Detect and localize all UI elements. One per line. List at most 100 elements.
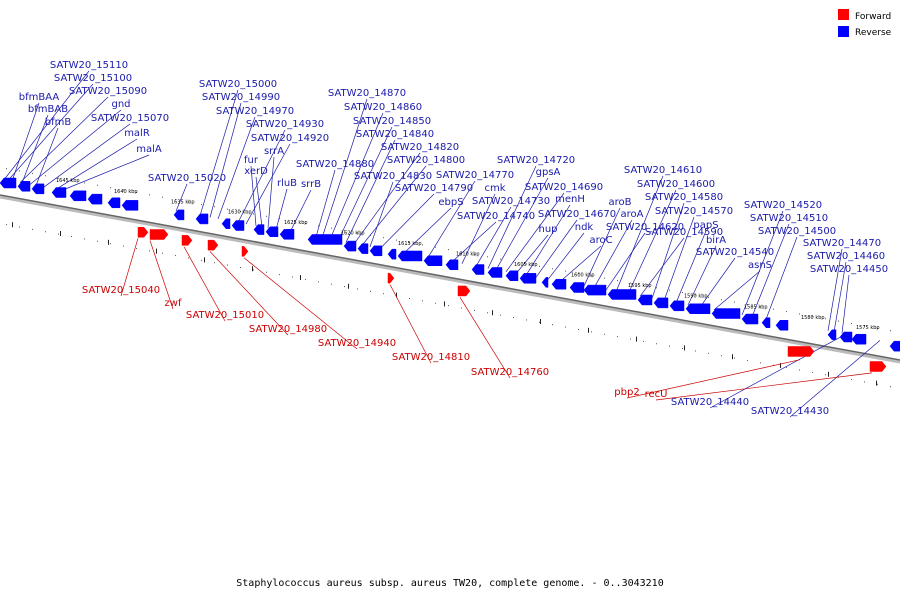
gene-arrow[interactable] <box>653 297 669 309</box>
gene-arrow[interactable] <box>181 235 193 246</box>
gene-arrow[interactable] <box>265 226 279 238</box>
gene-label[interactable]: srrA <box>264 146 284 157</box>
gene-label[interactable]: SATW20_14930 <box>246 119 324 130</box>
gene-label[interactable]: SATW20_14990 <box>202 92 280 103</box>
gene-arrow[interactable] <box>851 333 867 345</box>
gene-label[interactable]: aroA <box>621 209 644 220</box>
gene-label[interactable]: hup <box>538 224 557 235</box>
gene-arrow[interactable] <box>637 294 653 306</box>
gene-label[interactable]: SATW20_14820 <box>381 142 459 153</box>
gene-arrow[interactable] <box>519 273 537 284</box>
gene-label[interactable]: SATW20_14720 <box>497 155 575 166</box>
gene-label[interactable]: SATW20_14840 <box>356 129 434 140</box>
gene-label[interactable]: SATW20_14880 <box>296 159 374 170</box>
gene-arrow[interactable] <box>787 346 815 357</box>
gene-arrow[interactable] <box>775 320 789 331</box>
gene-label[interactable]: asnS <box>748 260 772 271</box>
gene-arrow[interactable] <box>195 213 209 225</box>
gene-arrow[interactable] <box>761 317 771 328</box>
gene-label[interactable]: recU <box>645 389 668 400</box>
gene-label[interactable]: SATW20_15020 <box>148 173 226 184</box>
gene-label[interactable]: malR <box>124 128 150 139</box>
gene-label[interactable]: ebpS <box>438 197 463 208</box>
gene-arrow[interactable] <box>137 227 149 238</box>
gene-arrow[interactable] <box>487 267 503 278</box>
gene-arrow[interactable] <box>423 255 443 266</box>
gene-arrow[interactable] <box>685 303 711 315</box>
gene-arrow[interactable] <box>445 259 459 271</box>
gene-arrow[interactable] <box>397 250 423 262</box>
gene-label[interactable]: SATW20_14850 <box>353 116 431 127</box>
gene-arrow[interactable] <box>839 331 853 343</box>
gene-label[interactable]: SATW20_14460 <box>807 251 885 262</box>
gene-label[interactable]: aroC <box>589 235 612 246</box>
gene-label[interactable]: SATW20_14730 <box>472 196 550 207</box>
gene-label[interactable]: SATW20_14510 <box>750 213 828 224</box>
gene-label[interactable]: SATW20_15100 <box>54 73 132 84</box>
gene-label[interactable]: SATW20_14970 <box>216 106 294 117</box>
gene-arrow[interactable] <box>253 224 265 235</box>
gene-label[interactable]: menH <box>555 194 585 205</box>
gene-label[interactable]: SATW20_14520 <box>744 200 822 211</box>
gene-label[interactable]: SATW20_14580 <box>645 192 723 203</box>
gene-label[interactable]: SATW20_14570 <box>655 206 733 217</box>
gene-label[interactable]: SATW20_14860 <box>344 102 422 113</box>
gene-arrow[interactable] <box>307 234 343 245</box>
gene-label[interactable]: SATW20_14790 <box>395 183 473 194</box>
gene-arrow[interactable] <box>107 197 121 209</box>
gene-label[interactable]: SATW20_14450 <box>810 264 888 275</box>
gene-label[interactable]: SATW20_14810 <box>392 352 470 363</box>
gene-arrow[interactable] <box>31 183 45 195</box>
gene-label[interactable]: papS <box>693 220 718 231</box>
gene-label[interactable]: bfmB <box>45 117 72 128</box>
gene-label[interactable]: SATW20_14540 <box>696 247 774 258</box>
gene-label[interactable]: ndk <box>575 222 594 233</box>
gene-label[interactable]: SATW20_14920 <box>251 133 329 144</box>
gene-label[interactable]: SATW20_14590 <box>645 227 723 238</box>
gene-label[interactable]: xerD <box>244 166 268 177</box>
gene-label[interactable]: SATW20_14740 <box>457 211 535 222</box>
gene-label[interactable]: SATW20_14940 <box>318 338 396 349</box>
gene-label[interactable]: aroB <box>609 197 632 208</box>
gene-label[interactable]: bfmBAB <box>28 104 68 115</box>
gene-label[interactable]: SATW20_14470 <box>803 238 881 249</box>
gene-arrow[interactable] <box>207 239 219 251</box>
gene-arrow[interactable] <box>387 272 395 284</box>
gene-label[interactable]: SATW20_15040 <box>82 285 160 296</box>
gene-arrow[interactable] <box>607 289 637 300</box>
gene-label[interactable]: SATW20_14620 <box>606 222 684 233</box>
gene-arrow[interactable] <box>669 300 685 312</box>
gene-label[interactable]: SATW20_14760 <box>471 367 549 378</box>
gene-arrow[interactable] <box>471 264 485 275</box>
gene-arrow[interactable] <box>505 270 519 282</box>
gene-arrow[interactable] <box>869 361 887 372</box>
gene-arrow[interactable] <box>741 313 759 325</box>
gene-arrow[interactable] <box>279 229 295 240</box>
gene-arrow[interactable] <box>343 240 357 252</box>
gene-label[interactable]: SATW20_14600 <box>637 179 715 190</box>
gene-arrow[interactable] <box>221 218 231 229</box>
gene-label[interactable]: malA <box>136 144 162 155</box>
gene-arrow[interactable] <box>889 340 900 352</box>
gene-label[interactable]: SATW20_14500 <box>758 226 836 237</box>
gene-arrow[interactable] <box>51 187 67 198</box>
gene-label[interactable]: SATW20_15110 <box>50 60 128 71</box>
gene-label[interactable]: SATW20_14980 <box>249 324 327 335</box>
gene-label[interactable]: SATW20_14610 <box>624 165 702 176</box>
gene-label[interactable]: SATW20_14690 <box>525 182 603 193</box>
gene-label[interactable]: SATW20_15010 <box>186 310 264 321</box>
gene-label[interactable]: srrB <box>301 179 321 190</box>
gene-arrow[interactable] <box>827 329 837 341</box>
gene-arrow[interactable] <box>711 308 741 319</box>
gene-arrow[interactable] <box>369 245 383 257</box>
gene-label[interactable]: SATW20_15070 <box>91 113 169 124</box>
gene-label[interactable]: fur <box>244 155 259 166</box>
gene-label[interactable]: cmk <box>484 183 505 194</box>
gene-label[interactable]: rluB <box>277 178 297 189</box>
gene-arrow[interactable] <box>387 248 397 260</box>
gene-arrow[interactable] <box>583 284 607 296</box>
gene-arrow[interactable] <box>0 177 17 189</box>
gene-label[interactable]: SATW20_15000 <box>199 79 277 90</box>
gene-arrow[interactable] <box>541 277 549 288</box>
